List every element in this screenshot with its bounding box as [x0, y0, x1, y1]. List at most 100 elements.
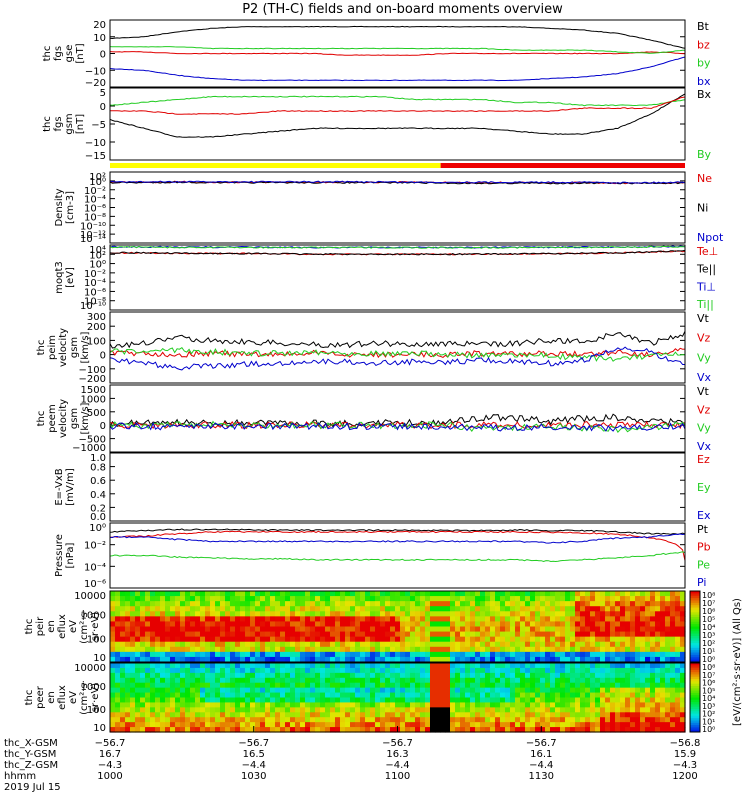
heat-cell [340, 697, 346, 704]
heat-cell [585, 636, 591, 643]
heat-cell [575, 631, 581, 638]
heat-cell [140, 596, 146, 602]
heat-cell [575, 591, 581, 597]
heat-cell [225, 631, 231, 638]
heat-cell [260, 727, 266, 733]
heat-cell [680, 596, 686, 602]
heat-cell [215, 591, 221, 597]
heat-cell [385, 606, 391, 612]
heat-cell [315, 606, 321, 612]
heat-cell [325, 667, 331, 674]
heat-cell [610, 677, 616, 684]
heat-cell [320, 722, 326, 728]
heat-cell [360, 651, 366, 658]
ytick-pressure-1: 10⁻² [84, 541, 106, 552]
heat-cell [580, 636, 586, 643]
heat-cell [495, 717, 501, 723]
heat-cell [630, 601, 636, 607]
heat-cell [475, 621, 481, 628]
heat-cell [425, 687, 431, 694]
heat-cell [260, 596, 266, 602]
heat-cell [375, 631, 381, 638]
heat-cell [325, 591, 331, 597]
heat-cell [335, 707, 341, 713]
heat-cell [645, 712, 651, 718]
heat-cell [110, 651, 116, 658]
heat-cell [660, 591, 666, 597]
heat-cell [365, 672, 371, 679]
heat-cell [370, 697, 376, 704]
heat-cell [230, 616, 236, 623]
heat-cell [665, 672, 671, 679]
heat-cell [340, 672, 346, 679]
heat-cell [230, 687, 236, 694]
heat-cell [635, 631, 641, 638]
heat-cell [605, 697, 611, 704]
heat-cell [175, 677, 181, 684]
heat-cell [550, 601, 556, 607]
heat-cell [620, 641, 626, 648]
heat-cell [250, 672, 256, 679]
heat-cell [315, 672, 321, 679]
heat-cell [585, 682, 591, 689]
xaxis-value-0-1: −56.7 [238, 738, 269, 749]
heat-cell [445, 611, 451, 617]
legend-fgs-gsm-1: By [697, 148, 712, 161]
heat-cell [425, 717, 431, 723]
heat-cell [570, 591, 576, 597]
heat-cell [480, 702, 486, 708]
heat-cell [445, 606, 451, 612]
heat-cell [260, 591, 266, 597]
heat-cell [250, 663, 256, 669]
heat-cell [280, 727, 286, 733]
heat-cell [590, 631, 596, 638]
heat-cell [480, 626, 486, 633]
heat-cell [405, 712, 411, 718]
heat-cell [395, 621, 401, 628]
heat-cell [485, 712, 491, 718]
heat-cell [340, 687, 346, 694]
heat-cell [595, 727, 601, 733]
heat-cell [430, 596, 436, 602]
heat-cell [150, 646, 156, 653]
heat-cell [500, 717, 506, 723]
heat-cell [155, 702, 161, 708]
heat-cell [610, 682, 616, 689]
heat-cell [385, 722, 391, 728]
heat-cell [125, 646, 131, 653]
heat-cell [325, 631, 331, 638]
heat-cell [490, 677, 496, 684]
heat-cell [680, 601, 686, 607]
heat-cell [500, 677, 506, 684]
heat-cell [360, 616, 366, 623]
heat-cell [655, 663, 661, 669]
heat-cell [480, 651, 486, 658]
heat-cell [205, 722, 211, 728]
heat-cell [410, 601, 416, 607]
heat-cell [400, 601, 406, 607]
heat-cell [615, 682, 621, 689]
heat-cell [250, 697, 256, 704]
heat-cell [515, 712, 521, 718]
heat-cell [670, 631, 676, 638]
heat-cell [600, 631, 606, 638]
heat-cell [150, 636, 156, 643]
heat-cell [265, 611, 271, 617]
heat-cell [370, 656, 376, 663]
heat-cell [640, 596, 646, 602]
heat-cell [345, 697, 351, 704]
heat-cell [515, 596, 521, 602]
heat-cell [575, 672, 581, 679]
heat-cell [340, 717, 346, 723]
heat-cell [600, 621, 606, 628]
ylabel-peem-velocity-2: velocity [58, 399, 69, 438]
heat-cell [260, 667, 266, 674]
heat-cell [410, 717, 416, 723]
xaxis-value-3-3: 1130 [529, 771, 554, 782]
heat-cell [440, 656, 446, 663]
heat-cell [330, 616, 336, 623]
heat-cell [395, 616, 401, 623]
heat-cell [155, 722, 161, 728]
heat-cell [440, 727, 446, 733]
heat-cell [130, 682, 136, 689]
